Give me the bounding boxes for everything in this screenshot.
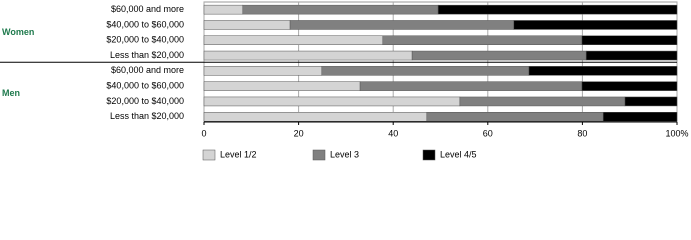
bar-segment [459,96,626,107]
category-label: $40,000 to $60,000 [106,81,184,91]
legend-swatch [422,149,436,161]
category-label: $40,000 to $60,000 [106,19,184,29]
x-tick-label: 20 [294,128,304,138]
bar-segment [203,50,413,61]
x-tick-label: 60 [483,128,493,138]
bar-segment [203,81,361,91]
bar-segment [321,66,530,76]
bar-segment [528,66,678,76]
category-label: $60,000 and more [111,65,184,75]
bar-segment [359,81,583,91]
bar-segment [581,35,678,45]
category-label: $20,000 to $40,000 [106,35,184,45]
bar-segment [624,96,678,107]
bar-segment [382,35,583,45]
bar-segment [203,66,323,76]
category-label: Less than $20,000 [110,50,184,60]
legend-label: Level 4/5 [440,149,477,159]
bar-segment [602,112,678,122]
x-tick-label: 100% [665,128,688,138]
bar-segment [411,50,587,61]
bar-segment [426,112,604,122]
category-label: $60,000 and more [111,4,184,14]
x-tick-label: 80 [577,128,587,138]
bar-segment [289,20,515,30]
bar-segment [585,50,678,61]
legend-swatch [202,149,216,161]
bar-segment [203,4,244,15]
group-label: Women [2,27,34,37]
chart: 0 20 40 60 80 100% Women $60,000 and more $40,00… [0,1,689,161]
bar-segment [203,96,461,107]
bar-segment [203,35,384,45]
bar-segment [513,20,678,30]
group-label: Men [2,88,20,98]
legend-swatch [312,149,326,161]
category-label: $20,000 to $40,000 [106,96,184,106]
x-tick-label: 0 [201,128,206,138]
bar-segment [242,4,439,15]
bar-segment [581,81,678,91]
bar-segment [437,4,678,15]
legend-label: Level 1/2 [220,149,257,159]
category-label: Less than $20,000 [110,111,184,121]
bar-segment [203,20,291,30]
bar-segment [203,112,428,122]
legend-label: Level 3 [330,149,359,159]
x-tick-label: 40 [388,128,398,138]
